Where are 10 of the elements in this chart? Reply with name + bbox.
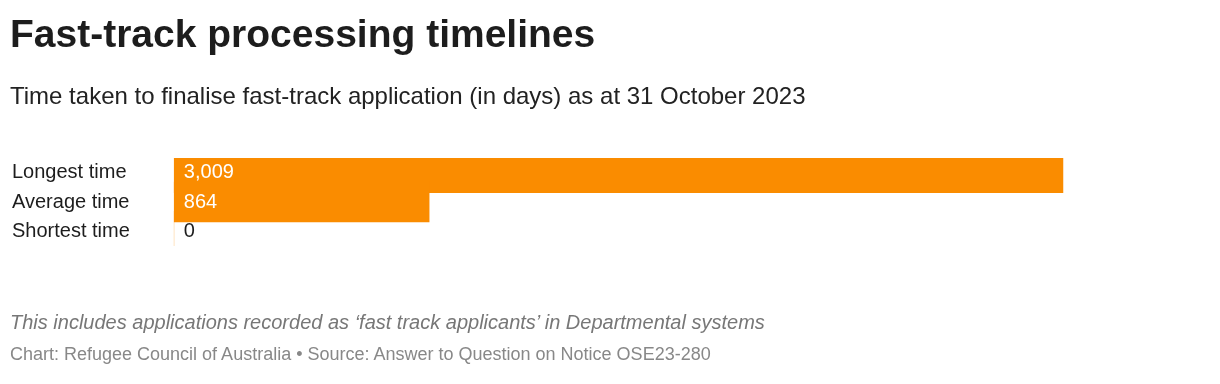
data-label: 3,009 — [183, 160, 234, 183]
y-tick-label: Longest time — [12, 160, 127, 183]
text: This includes applications recorded as ‘fast track applicants’ in Departmental systems — [10, 311, 765, 334]
chart-title: Fast-track processing timelines — [10, 12, 596, 56]
chart-subtitle: Time taken to finalise fast-track application (in days) as at 31 October 2023 — [10, 82, 806, 110]
y-tick-label: Average time — [12, 189, 130, 212]
text: Chart: Refugee Council of Australia • Source: Answer to Question on Notice OSE23-280 — [10, 344, 712, 365]
y-tick-label: Shortest time — [12, 218, 130, 241]
data-label: 0 — [183, 218, 195, 241]
data-label: 864 — [183, 189, 218, 212]
